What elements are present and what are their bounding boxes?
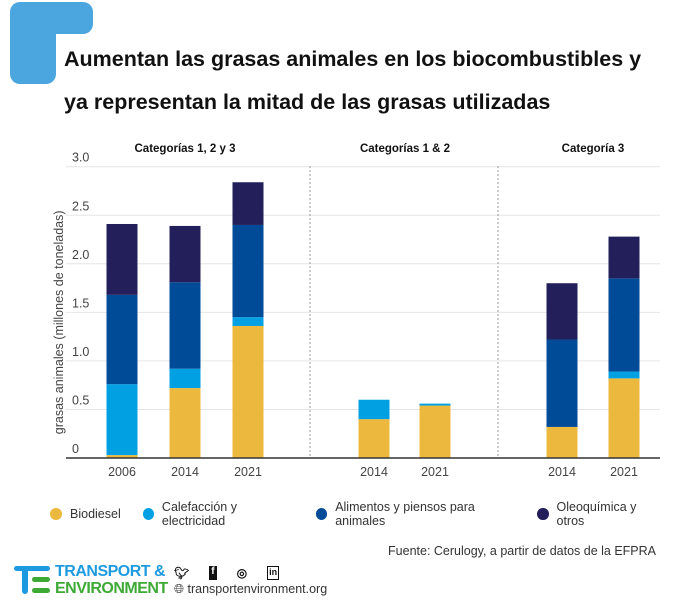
y-tick-label: 3.0 [72,151,89,165]
chart-title-line-2: ya representan la mitad de las grasas ut… [64,90,551,114]
globe-icon: 🌐︎ [174,582,185,596]
y-tick-label: 1.5 [72,296,89,310]
chart-title-line-1: Aumentan las grasas animales en los bioc… [64,47,642,71]
bar-segment [169,388,201,458]
bar-segment [232,182,264,225]
website-link[interactable]: 🌐︎ transportenvironment.org [174,582,327,597]
bar-segment [169,225,201,283]
x-tick-label: 2021 [421,465,449,479]
x-tick-label: 2021 [234,465,262,479]
bar-segment [169,282,201,369]
bar-segment [358,419,390,458]
y-tick-label: 0.5 [72,393,89,407]
bar-segment [419,405,451,458]
bar-segment [608,278,640,372]
bar-segment [106,384,138,456]
y-tick-label: 0 [72,442,79,456]
y-tick-label: 1.0 [72,345,89,359]
instagram-icon[interactable]: ◎ [236,566,248,580]
x-tick-label: 2014 [171,465,199,479]
bar-segment [232,224,264,318]
social-links: 🐦︎ f ◎ in [174,566,280,580]
bar-segment [232,317,264,326]
bar-segment [106,223,138,295]
x-tick-label: 2014 [548,465,576,479]
bar-segment [106,294,138,385]
source-note: Fuente: Cerulogy, a partir de datos de l… [388,544,656,558]
brand-line-1: TRANSPORT & [55,563,166,580]
y-tick-label: 2.5 [72,199,89,213]
decorative-corner-shape [10,2,93,84]
brand-name: TRANSPORT & ENVIRONMENT [55,563,168,597]
legend-label: Biodiesel [70,507,121,521]
legend-item-food: Alimentos y piensos para animales [316,500,515,528]
bar-segment [546,426,578,458]
bar-segment [358,399,390,420]
bar-segment [546,283,578,340]
legend-label: Calefacción y electricidad [161,500,237,528]
legend-item-heating: Calefacción y electricidad [142,500,294,528]
panel-title: Categorías 1 & 2 [360,143,450,155]
panel-title: Categorías 1, 2 y 3 [135,143,236,155]
facebook-icon[interactable]: f [209,566,217,580]
y-axis-label: grasas animales (millones de toneladas) [52,210,66,434]
bar-segment [608,236,640,279]
website-text[interactable]: transportenvironment.org [187,582,328,596]
bar-segment [608,371,640,379]
legend-item-biodiesel: Biodiesel [50,500,121,528]
y-tick-label: 2.0 [72,248,89,262]
twitter-icon[interactable]: 🐦︎ [174,566,190,580]
brand-line-2: ENVIRONMENT [55,580,168,597]
x-tick-label: 2014 [360,465,388,479]
legend-label: Alimentos y piensos para animales [335,500,475,528]
panel-title: Categoría 3 [562,143,625,155]
linkedin-icon[interactable]: in [267,566,280,580]
bar-segment [608,378,640,458]
x-tick-label: 2006 [108,465,136,479]
legend-label: Oleoquímica y otros [556,500,637,528]
stacked-bar-chart: 0 0.5 1.0 1.5 2.0 2.5 3.0 grasas animales (mill… [52,143,660,479]
bar-segment [419,403,451,406]
bar-segment [169,368,201,389]
bar-segment [546,339,578,427]
te-logo-icon [14,566,50,594]
bar-segment [232,325,264,458]
legend: Biodiesel Calefacción y electricidad Ali… [50,500,682,528]
x-tick-label: 2021 [610,465,638,479]
bar-segment [106,455,138,458]
legend-item-oleochemicals: Oleoquímica y otros [537,500,660,528]
